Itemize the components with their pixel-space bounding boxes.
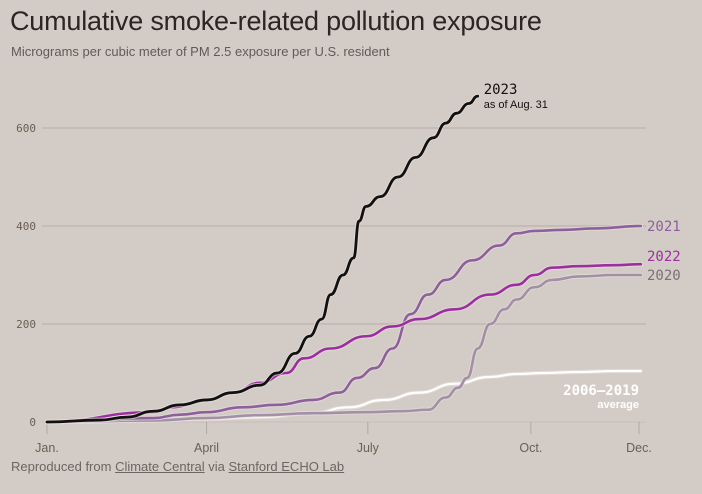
series-line-2020 xyxy=(45,273,643,424)
y-tick-label: 400 xyxy=(16,220,36,233)
stanford-echo-lab-link[interactable]: Stanford ECHO Lab xyxy=(228,459,345,474)
series-halo-2020 xyxy=(44,272,644,425)
y-tick-label: 200 xyxy=(16,318,36,331)
chart-subtitle: Micrograms per cubic meter of PM 2.5 exp… xyxy=(11,44,390,59)
x-tick-label: Jan. xyxy=(35,441,59,455)
label-average-note: average xyxy=(597,399,639,411)
label-average-range: 2006–2019 xyxy=(563,383,639,399)
series-line-2021 xyxy=(45,224,643,424)
series-labels: 2023 as of Aug. 31 2021 2022 2020 2006–2… xyxy=(484,82,681,411)
source-prefix: Reproduced from xyxy=(11,459,116,474)
label-2022: 2022 xyxy=(647,249,681,265)
x-axis-ticks: Jan. April July Oct. Dec. xyxy=(35,422,652,455)
label-2021: 2021 xyxy=(647,219,681,235)
series-line-2023 xyxy=(45,94,480,424)
x-tick-label: Dec. xyxy=(626,441,652,455)
source-credit: Reproduced from Climate Central via Stan… xyxy=(11,459,344,474)
series-halo-2023 xyxy=(44,93,481,425)
chart-title: Cumulative smoke-related pollution expos… xyxy=(10,6,542,36)
x-tick-label: Oct. xyxy=(519,441,542,455)
source-middle: via xyxy=(204,459,229,474)
y-tick-label: 600 xyxy=(16,122,36,135)
climate-central-link[interactable]: Climate Central xyxy=(115,459,205,474)
y-axis-ticks: 0 200 400 600 xyxy=(16,122,36,429)
series-halo-2022 xyxy=(44,261,644,425)
x-tick-label: July xyxy=(357,441,380,455)
label-2023: 2023 xyxy=(484,82,518,98)
x-tick-label: April xyxy=(194,441,219,455)
label-2020: 2020 xyxy=(647,268,681,284)
series-lines xyxy=(44,93,644,425)
label-2023-note: as of Aug. 31 xyxy=(484,99,548,111)
y-tick-label: 0 xyxy=(29,416,36,429)
